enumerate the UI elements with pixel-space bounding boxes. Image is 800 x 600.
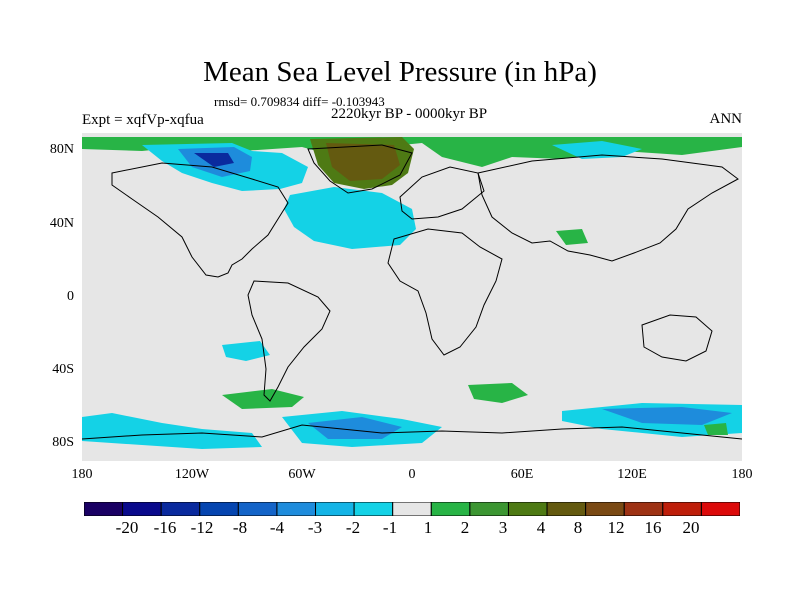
lon-label-0: 0 <box>408 467 416 482</box>
colorbar-label: 12 <box>607 518 625 537</box>
colorbar-label: -2 <box>345 518 361 537</box>
colorbar-label: 20 <box>682 518 700 537</box>
anomaly-indian-green <box>468 383 528 403</box>
anomaly-antarctic-green-east <box>704 423 728 435</box>
colorbar-label: -1 <box>382 518 398 537</box>
period-label: 2220kyr BP - 0000kyr BP <box>330 106 488 122</box>
anomaly-antarctic-cyan-west <box>82 413 262 449</box>
lat-label-80s: 80S <box>52 435 74 450</box>
colorbar-swatch <box>430 502 471 516</box>
lon-label-120w: 120W <box>174 467 210 482</box>
season-label: ANN <box>709 111 743 127</box>
colorbar-label: 3 <box>498 518 508 537</box>
anomaly-antarctic-blue-east <box>602 407 732 425</box>
pressure-anomaly-map <box>82 133 742 461</box>
anomaly-asia-green <box>556 229 588 245</box>
colorbar-label: -12 <box>190 518 214 537</box>
colorbar-label: 4 <box>536 518 546 537</box>
colorbar-label: -8 <box>232 518 248 537</box>
colorbar-swatch <box>623 502 664 516</box>
coastlines <box>82 144 742 440</box>
anomaly-greenland-brown <box>326 143 400 181</box>
lon-label-180w: 180 <box>71 467 93 482</box>
lon-label-60e: 60E <box>510 467 534 482</box>
lat-label-40n: 40N <box>49 216 74 231</box>
anomaly-antarctic-blue-mid <box>308 417 402 439</box>
colorbar-label: -16 <box>153 518 177 537</box>
anomaly-canada-darkblue <box>194 153 234 167</box>
colorbar-swatch <box>469 502 509 516</box>
colorbar <box>84 502 740 516</box>
colorbar-label: -20 <box>115 518 139 537</box>
colorbar-label: -3 <box>307 518 323 537</box>
colorbar-swatch <box>507 502 548 516</box>
lon-label-120e: 120E <box>617 467 647 482</box>
colorbar-swatch <box>84 502 124 516</box>
map-title: Mean Sea Level Pressure (in hPa) <box>203 56 597 88</box>
colorbar-swatch <box>276 502 317 516</box>
colorbar-swatch <box>160 502 201 516</box>
colorbar-swatch <box>662 502 702 516</box>
colorbar-swatch <box>353 502 394 516</box>
lat-label-80n: 80N <box>49 142 74 157</box>
anomaly-eurasia-cyan <box>552 141 642 159</box>
colorbar-label: 2 <box>460 518 470 537</box>
anomaly-atlantic-cyan <box>284 187 416 249</box>
colorbar-swatch <box>237 502 278 516</box>
colorbar-label: -4 <box>269 518 285 537</box>
colorbar-swatch <box>392 502 432 516</box>
colorbar-swatch <box>546 502 587 516</box>
colorbar-label: 1 <box>423 518 433 537</box>
lat-label-40s: 40S <box>52 362 74 377</box>
colorbar-label: 16 <box>644 518 662 537</box>
lon-label-60w: 60W <box>288 467 316 482</box>
experiment-label: Expt = xqfVp-xqfua <box>82 112 204 128</box>
colorbar-swatch <box>315 502 355 516</box>
anomaly-southpacific-cyan <box>222 341 270 361</box>
lon-label-180e: 180 <box>731 467 753 482</box>
colorbar-label: 8 <box>573 518 583 537</box>
colorbar-swatch <box>199 502 239 516</box>
colorbar-swatch <box>700 502 740 516</box>
rmsd-stats: rmsd= 0.709834 diff= -0.103943 <box>214 94 385 109</box>
lat-label-0: 0 <box>67 289 74 304</box>
anomaly-southatlantic-green <box>222 389 304 409</box>
colorbar-swatch <box>122 502 162 516</box>
colorbar-swatch <box>585 502 625 516</box>
